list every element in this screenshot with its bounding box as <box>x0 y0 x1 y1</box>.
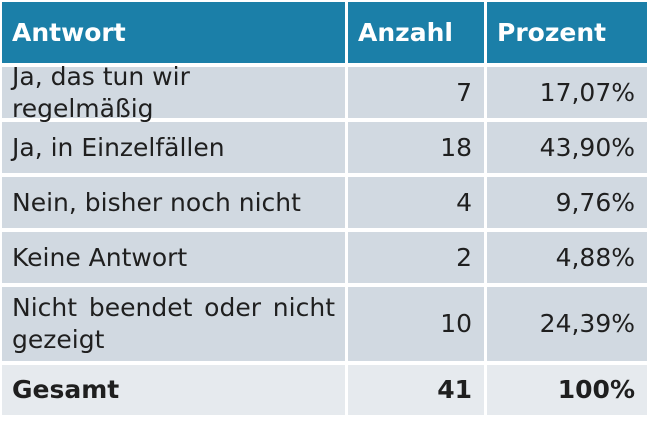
header-percent: Prozent <box>487 2 647 63</box>
row-count: 7 <box>348 67 484 118</box>
row-percent: 24,39% <box>487 287 647 361</box>
total-percent: 100% <box>487 365 647 415</box>
header-count: Anzahl <box>348 2 484 63</box>
row-answer: Keine Antwort <box>2 232 345 283</box>
row-answer: Nicht beendet oder nicht gezeigt <box>2 287 345 361</box>
row-count: 18 <box>348 122 484 173</box>
row-percent: 17,07% <box>487 67 647 118</box>
row-count: 2 <box>348 232 484 283</box>
row-count: 10 <box>348 287 484 361</box>
total-answer: Gesamt <box>2 365 345 415</box>
row-answer-text: Nicht beendet oder nicht gezeigt <box>12 293 335 354</box>
row-count: 4 <box>348 177 484 228</box>
row-percent: 4,88% <box>487 232 647 283</box>
header-answer: Antwort <box>2 2 345 63</box>
row-percent: 43,90% <box>487 122 647 173</box>
row-answer: Ja, in Einzelfällen <box>2 122 345 173</box>
row-percent: 9,76% <box>487 177 647 228</box>
row-answer: Ja, das tun wir regelmäßig <box>2 62 345 123</box>
results-table: Antwort Anzahl Prozent Ja, das tun wir r… <box>2 2 647 415</box>
total-count: 41 <box>348 365 484 415</box>
row-answer: Nein, bisher noch nicht <box>2 177 345 228</box>
